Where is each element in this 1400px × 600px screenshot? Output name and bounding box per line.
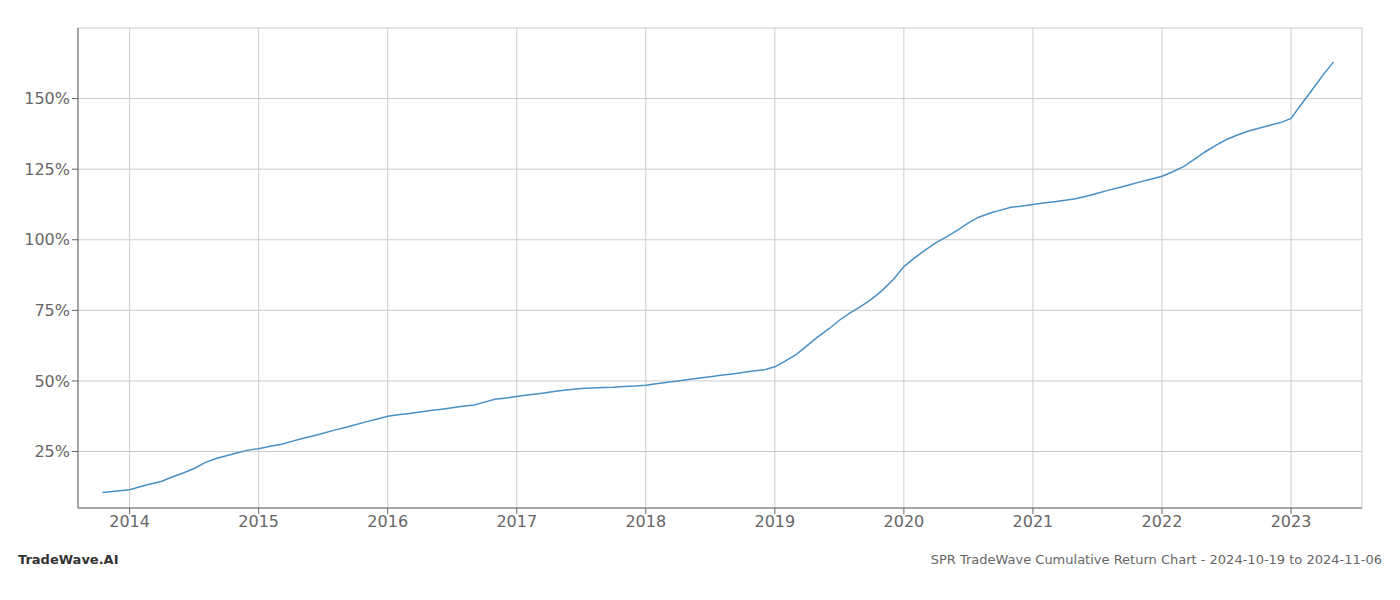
svg-text:2016: 2016 bbox=[367, 512, 408, 531]
svg-text:75%: 75% bbox=[34, 301, 70, 320]
svg-text:100%: 100% bbox=[24, 230, 70, 249]
svg-text:50%: 50% bbox=[34, 372, 70, 391]
svg-text:125%: 125% bbox=[24, 160, 70, 179]
svg-text:2019: 2019 bbox=[754, 512, 795, 531]
svg-text:2021: 2021 bbox=[1013, 512, 1054, 531]
svg-text:2018: 2018 bbox=[625, 512, 666, 531]
svg-text:2020: 2020 bbox=[884, 512, 925, 531]
html-text:TradeWave.AI: TradeWave.AI bbox=[18, 552, 119, 567]
svg-text:2015: 2015 bbox=[238, 512, 279, 531]
svg-text:150%: 150% bbox=[24, 89, 70, 108]
svg-text:25%: 25% bbox=[34, 442, 70, 461]
html-text:SPR TradeWave Cumulative Retur: SPR TradeWave Cumulative Return Chart - … bbox=[930, 552, 1382, 567]
svg-text:2017: 2017 bbox=[496, 512, 537, 531]
svg-text:2023: 2023 bbox=[1271, 512, 1312, 531]
svg-text:2014: 2014 bbox=[109, 512, 150, 531]
svg-text:2022: 2022 bbox=[1142, 512, 1183, 531]
